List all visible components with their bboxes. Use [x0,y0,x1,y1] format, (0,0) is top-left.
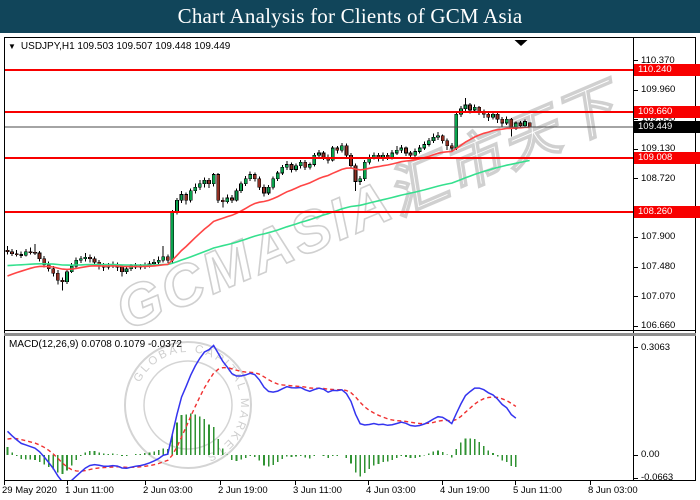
macd-tick [633,347,638,349]
price-tick-label: 109.550 [641,113,676,125]
price-level-badge: 109.660 [634,105,700,118]
time-tick [67,481,68,485]
time-tick-label: 29 May 2020 [2,485,57,496]
price-tick [633,266,638,268]
time-tick-label: 1 Jun 11:00 [65,485,114,496]
price-axis[interactable]: 110.370 109.960 109.550 109.130 108.720 107.9… [633,37,700,481]
macd-tick [633,477,638,479]
price-tick [633,325,638,327]
time-tick [145,481,146,485]
time-tick [295,481,296,485]
price-tick [633,148,638,150]
price-scale-border [633,37,634,481]
sell-arrow-marker-icon [514,40,528,46]
level-lines [5,68,633,214]
symbol-ohlc-text: USDJPY,H1 109.503 109.507 109.448 109.44… [20,41,231,52]
symbol-ohlc-header: ▼ USDJPY,H1 109.503 109.507 109.448 109.… [8,41,230,52]
price-tick-label: 108.720 [641,172,676,184]
macd-axis[interactable]: 0.3063 0.00 -0.0663 [633,337,700,484]
macd-indicator-pane[interactable] [5,337,633,481]
time-tick [4,481,5,485]
time-tick-label: 2 Jun 19:00 [218,485,268,496]
macd-tick-label: -0.0663 [641,472,674,484]
ma-slow-line [7,159,530,267]
time-tick-label: 4 Jun 19:00 [440,485,490,496]
pane-separator-handle[interactable] [4,333,696,336]
price-tick [633,236,638,238]
time-tick-label: 8 Jun 03:00 [588,485,638,496]
price-tick-label: 107.480 [641,261,676,273]
time-tick [220,481,221,485]
price-tick-label: 107.900 [641,231,676,243]
price-tick [633,296,638,298]
time-tick [590,481,591,485]
chevron-down-icon[interactable]: ▼ [8,41,16,51]
time-tick [515,481,516,485]
pane-separator-line [4,330,696,331]
price-level-badge: 108.260 [634,205,700,218]
price-tick-label: 109.960 [641,84,676,96]
title-bar: Chart Analysis for Clients of GCM Asia [0,0,700,33]
macd-signal-line [7,366,517,472]
macd-header: MACD(12,26,9) 0.0708 0.1079 -0.0372 [9,339,182,350]
macd-tick [633,454,638,456]
price-tick [633,118,638,120]
price-tick [633,60,638,62]
price-tick-label: 107.070 [641,290,676,302]
macd-main-line [6,344,517,481]
watermark-layer: GCMASIA汇市天下 GLOBAL CAPITAL MARKETS [5,38,633,481]
price-tick-label: 110.370 [641,54,675,66]
price-level-badge: 110.240 [634,64,700,77]
price-tick-label: 109.130 [641,143,676,155]
stamp-watermark: GLOBAL CAPITAL MARKETS [124,330,263,478]
time-tick-label: 4 Jun 03:00 [366,485,416,496]
current-price-badge: 109.449 [634,120,700,133]
macd-tick-label: 0.3063 [641,341,671,353]
macd-tick-label: 0.00 [641,449,660,460]
macd-histogram [6,413,517,477]
time-tick-label: 5 Jun 11:00 [513,485,562,496]
ma-fast-line [7,126,530,277]
candles [5,97,532,291]
price-tick [633,89,638,91]
time-tick [442,481,443,485]
price-chart-pane[interactable] [5,38,633,330]
price-level-badge: 109.008 [634,152,700,165]
time-tick-label: 3 Jun 11:00 [293,485,342,496]
time-tick-label: 2 Jun 03:00 [143,485,193,496]
time-tick [368,481,369,485]
time-axis[interactable]: 29 May 2020 1 Jun 11:00 2 Jun 03:00 2 Jun 1… [2,481,700,499]
price-tick [633,178,638,180]
page-title: Chart Analysis for Clients of GCM Asia [177,4,523,28]
price-tick-label: 106.660 [641,320,676,331]
